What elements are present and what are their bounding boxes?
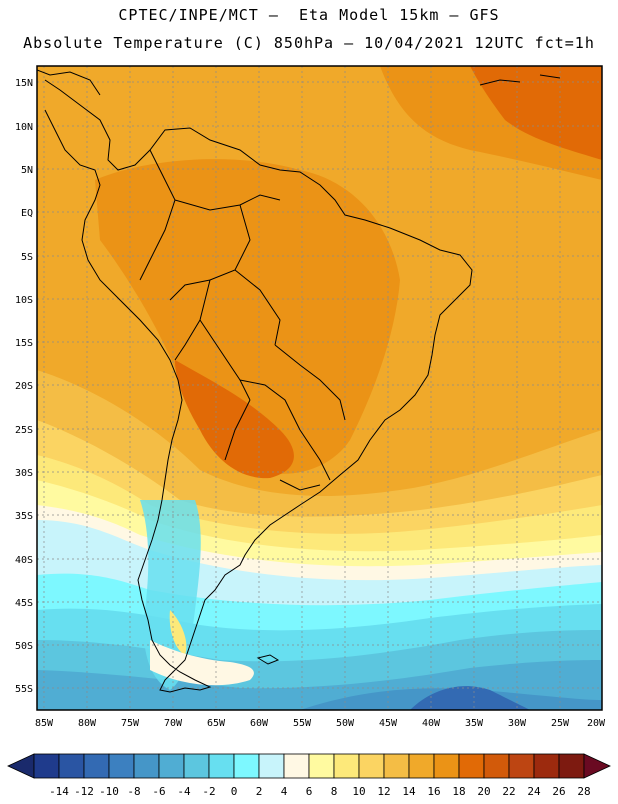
colorbar-tick-label: 16 [427,785,440,798]
colorbar-swatch [358,753,385,779]
colorbar-swatch [33,753,60,779]
colorbar-swatch [458,753,485,779]
caribbean-islands [479,74,561,86]
map-frame [36,65,603,711]
colorbar-tick-label: -12 [74,785,94,798]
latitude-labels: 15N 10N 5N EQ 5S 10S 15S 20S 25S 30S 35S… [15,78,33,695]
lat-label: 20S [15,381,33,392]
lat-label: EQ [21,208,33,219]
colorbar-tick-label: 10 [352,785,365,798]
colorbar-tick-label: 8 [331,785,338,798]
central-america [37,69,101,96]
colorbar-swatch [383,753,410,779]
colorbar-swatch [433,753,460,779]
lat-label: 30S [15,468,33,479]
lat-label: 10S [15,295,33,306]
colorbar-tick-label: 18 [452,785,465,798]
colorbar-swatch [283,753,310,779]
colorbar-tick-label: -6 [152,785,165,798]
colorbar-tick-label: 0 [231,785,238,798]
grid-lines [37,66,602,710]
lat-label: 50S [15,641,33,652]
colorbar-tick-label: 14 [402,785,416,798]
colorbar-swatch [58,753,85,779]
colorbar-swatch [333,753,360,779]
lon-label: 60W [250,718,269,729]
colorbar-low-arrow [7,753,35,779]
colorbar-tick-label: 26 [552,785,565,798]
title-line-1: CPTEC/INPE/MCT – Eta Model 15km – GFS [118,6,500,24]
falkland-islands [256,654,280,665]
colorbar-tick-label: 28 [577,785,590,798]
colorbar-swatch [133,753,160,779]
colorbar-tick-label: 4 [281,785,288,798]
colorbar-swatch [208,753,235,779]
lon-label: 65W [207,718,226,729]
colorbar-swatch [108,753,135,779]
colorbar-swatch [483,753,510,779]
colorbar-swatches [33,753,585,779]
coastlines [37,69,561,693]
colorbar-swatch [308,753,335,779]
lon-label: 85W [35,718,54,729]
lat-label: 15N [15,78,33,89]
colorbar-swatch [508,753,535,779]
lat-label: 45S [15,598,33,609]
lat-label: 40S [15,555,33,566]
lon-label: 80W [78,718,97,729]
colorbar-tick-label: -14 [49,785,69,798]
lon-label: 75W [121,718,140,729]
lon-label: 30W [508,718,527,729]
colorbar-swatch [158,753,185,779]
colorbar-tick-label: -10 [99,785,119,798]
lat-label: 55S [15,684,33,695]
longitude-labels: 85W 80W 75W 70W 65W 60W 55W 50W 45W 40W … [35,718,606,729]
colorbar-swatch [533,753,560,779]
lat-label: 25S [15,425,33,436]
colorbar-tick-label: 22 [502,785,515,798]
colorbar: -14 -12 -10 -8 -6 -4 -2 0 2 4 6 8 10 12 14 16 18 20 22 24 26… [7,753,611,798]
colorbar-tick-label: 20 [477,785,490,798]
colorbar-tick-label: 24 [527,785,541,798]
lon-label: 35W [465,718,484,729]
colorbar-tick-label: -4 [177,785,191,798]
colorbar-swatch [258,753,285,779]
title-line-2: Absolute Temperature (C) 850hPa – 10/04/… [23,34,595,52]
colorbar-tick-label: 6 [306,785,313,798]
lon-label: 50W [336,718,355,729]
lat-label: 5S [21,252,33,263]
colorbar-swatch [83,753,110,779]
lon-label: 25W [551,718,570,729]
lon-label: 55W [293,718,312,729]
temperature-field [37,66,602,710]
colorbar-tick-label: 12 [377,785,390,798]
lat-label: 35S [15,511,33,522]
colorbar-swatch [183,753,210,779]
lon-label: 20W [587,718,606,729]
colorbar-swatch [558,753,585,779]
lat-label: 15S [15,338,33,349]
lon-label: 70W [164,718,183,729]
south-america-coast [44,79,473,693]
colorbar-high-arrow [583,753,611,779]
lat-label: 5N [21,165,33,176]
country-borders [139,149,346,491]
lat-label: 10N [15,122,33,133]
colorbar-swatch [233,753,260,779]
lon-label: 40W [422,718,441,729]
lon-label: 45W [379,718,398,729]
colorbar-swatch [408,753,435,779]
colorbar-tick-label: -8 [127,785,140,798]
colorbar-labels: -14 -12 -10 -8 -6 -4 -2 0 2 4 6 8 10 12 14 16 18 20 22 24 26… [49,785,591,798]
colorbar-tick-label: 2 [256,785,263,798]
colorbar-tick-label: -2 [202,785,215,798]
